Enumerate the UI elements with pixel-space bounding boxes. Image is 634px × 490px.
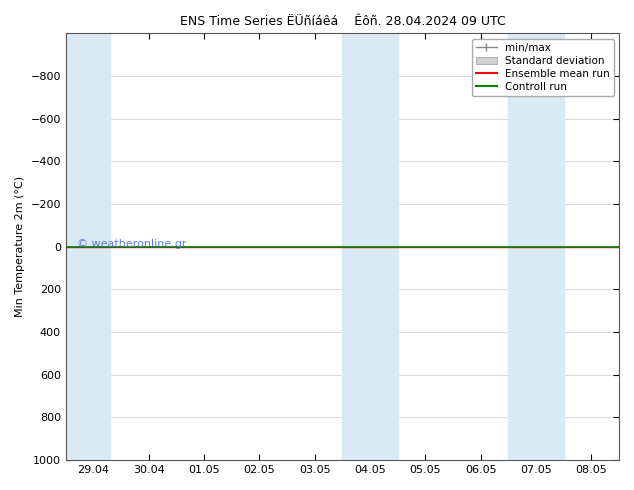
Legend: min/max, Standard deviation, Ensemble mean run, Controll run: min/max, Standard deviation, Ensemble me… <box>472 39 614 96</box>
Bar <box>66 33 110 460</box>
Bar <box>508 33 564 460</box>
Title: ENS Time Series ËÜñíáêá    Êôñ. 28.04.2024 09 UTC: ENS Time Series ËÜñíáêá Êôñ. 28.04.2024 … <box>179 15 505 28</box>
Bar <box>342 33 398 460</box>
Text: © weatheronline.gr: © weatheronline.gr <box>77 239 186 249</box>
Y-axis label: Min Temperature 2m (°C): Min Temperature 2m (°C) <box>15 176 25 318</box>
